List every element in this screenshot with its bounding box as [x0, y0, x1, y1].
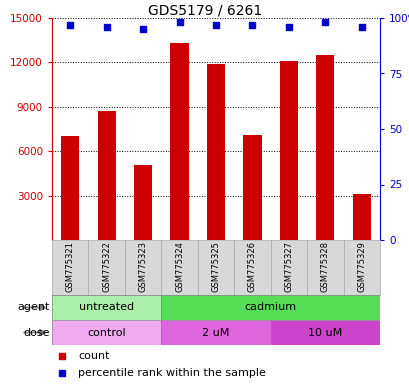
- Bar: [125, 240, 161, 295]
- Text: GSM775329: GSM775329: [356, 241, 365, 292]
- Bar: [61, 136, 79, 240]
- Bar: [343, 240, 379, 295]
- Bar: [52, 320, 161, 345]
- Text: GDS5179 / 6261: GDS5179 / 6261: [148, 4, 261, 18]
- Point: [58, 353, 65, 359]
- Point: [103, 24, 110, 30]
- Bar: [234, 240, 270, 295]
- Bar: [243, 135, 261, 240]
- Bar: [134, 164, 152, 240]
- Bar: [279, 61, 297, 240]
- Bar: [270, 320, 379, 345]
- Text: GSM775328: GSM775328: [320, 241, 329, 292]
- Point: [212, 22, 219, 28]
- Bar: [207, 64, 225, 240]
- Text: dose: dose: [23, 328, 50, 338]
- Text: GSM775325: GSM775325: [211, 241, 220, 292]
- Point: [285, 24, 292, 30]
- Bar: [170, 43, 188, 240]
- Point: [67, 22, 73, 28]
- Text: 10 uM: 10 uM: [308, 328, 342, 338]
- Bar: [315, 55, 334, 240]
- Text: 2 uM: 2 uM: [202, 328, 229, 338]
- Point: [139, 26, 146, 32]
- Text: count: count: [78, 351, 110, 361]
- Bar: [161, 295, 379, 320]
- Text: cadmium: cadmium: [244, 303, 296, 313]
- Point: [176, 19, 182, 25]
- Text: GSM775322: GSM775322: [102, 241, 111, 292]
- Bar: [197, 240, 234, 295]
- Text: percentile rank within the sample: percentile rank within the sample: [78, 368, 265, 378]
- Text: GSM775323: GSM775323: [138, 241, 147, 292]
- Bar: [88, 240, 125, 295]
- Point: [249, 22, 255, 28]
- Bar: [161, 240, 197, 295]
- Text: GSM775324: GSM775324: [175, 241, 184, 292]
- Point: [58, 370, 65, 376]
- Bar: [270, 240, 306, 295]
- Bar: [52, 295, 161, 320]
- Point: [357, 24, 364, 30]
- Bar: [97, 111, 115, 240]
- Text: agent: agent: [18, 303, 50, 313]
- Bar: [352, 194, 370, 240]
- Bar: [161, 320, 270, 345]
- Bar: [306, 240, 343, 295]
- Text: GSM775326: GSM775326: [247, 241, 256, 292]
- Text: GSM775327: GSM775327: [284, 241, 293, 292]
- Text: control: control: [87, 328, 126, 338]
- Point: [321, 19, 328, 25]
- Bar: [52, 240, 88, 295]
- Text: GSM775321: GSM775321: [65, 241, 74, 292]
- Text: untreated: untreated: [79, 303, 134, 313]
